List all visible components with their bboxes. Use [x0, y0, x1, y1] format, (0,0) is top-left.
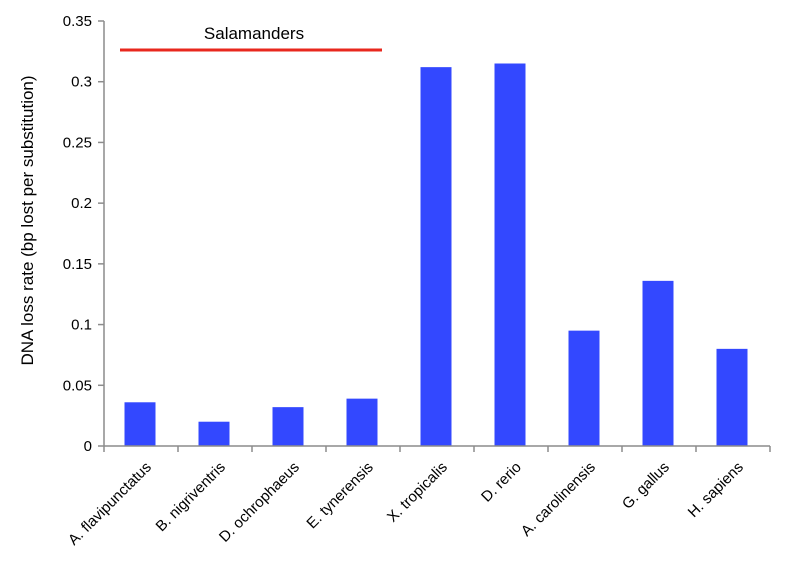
- y-axis-title: DNA loss rate (bp lost per substitution): [18, 75, 37, 365]
- y-tick-label: 0.35: [63, 13, 92, 30]
- x-category-label: X. tropicalis: [384, 459, 451, 526]
- x-category-label: A. flavipunctatus: [65, 459, 155, 549]
- x-category-label: B. nigriventris: [153, 459, 229, 535]
- x-category-label: H. sapiens: [685, 459, 747, 521]
- x-category-label: A. carolinensis: [518, 459, 599, 540]
- y-tick-label: 0.15: [63, 256, 92, 273]
- y-tick-label: 0.05: [63, 377, 92, 394]
- y-tick-label: 0.3: [71, 74, 92, 91]
- y-tick-label: 0.1: [71, 317, 92, 334]
- bar-x-tropicalis: [420, 67, 452, 447]
- y-tick-label: 0.25: [63, 134, 92, 151]
- x-category-label: D. ochrophaeus: [216, 459, 303, 546]
- bar-h-sapiens: [716, 348, 748, 446]
- y-tick-label: 0.2: [71, 195, 92, 212]
- bar-a-flavipunctatus: [124, 402, 156, 446]
- salamanders-label: Salamanders: [204, 24, 304, 43]
- bar-b-nigriventris: [198, 421, 230, 446]
- salamanders-annotation: Salamanders: [120, 24, 382, 52]
- y-tick-label: 0: [84, 438, 92, 455]
- x-category-label: D. rerio: [478, 459, 525, 506]
- x-category-label: G. gallus: [619, 459, 673, 513]
- bar-d-ochrophaeus: [272, 407, 304, 446]
- bar-d-rerio: [494, 63, 526, 446]
- bar-e-tynerensis: [346, 398, 378, 446]
- axes: [103, 21, 770, 447]
- x-category-label: E. tynerensis: [303, 459, 376, 532]
- bars: [124, 63, 748, 447]
- y-ticks: 0 0.05 0.1 0.15 0.2 0.25 0.3 0.35: [63, 13, 104, 455]
- bar-a-carolinensis: [568, 330, 600, 446]
- bar-g-gallus: [642, 280, 674, 446]
